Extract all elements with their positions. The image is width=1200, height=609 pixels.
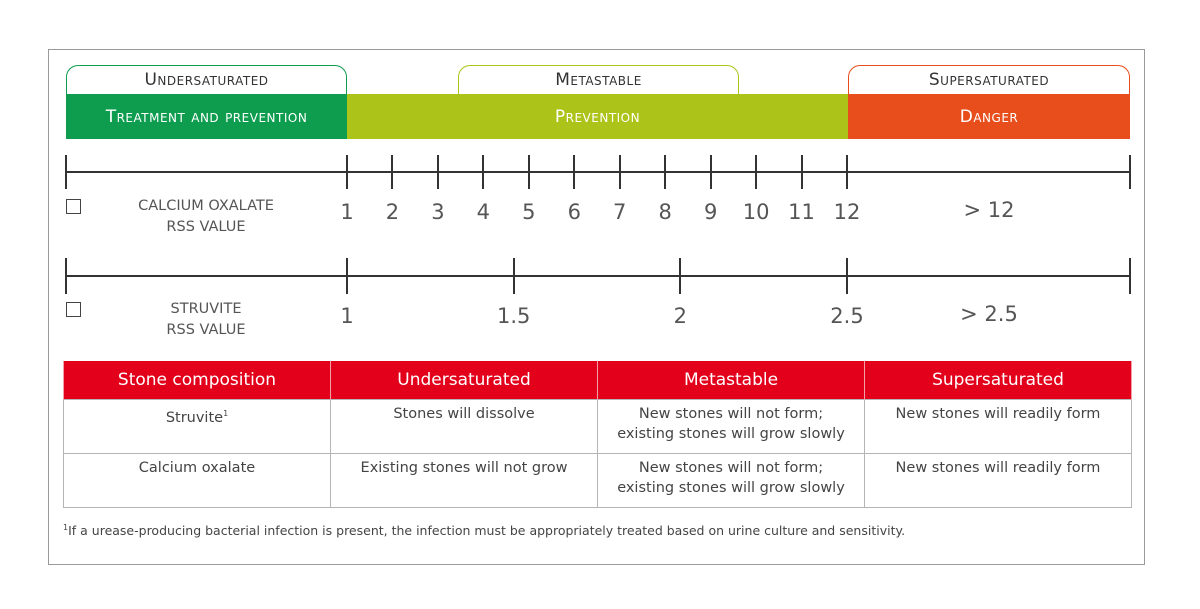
calcium-scale-start-tick xyxy=(65,155,67,189)
calcium-scale-tick xyxy=(527,155,530,189)
struvite-scale-end-tick xyxy=(1129,258,1131,294)
zone-tab-metastable: Metastable xyxy=(458,65,739,94)
struvite-scale-tick-label: 1 xyxy=(340,304,354,328)
calcium-scale-tick-label: 6 xyxy=(567,200,581,224)
header-supersaturated: Supersaturated xyxy=(864,361,1132,400)
header-undersaturated: Undersaturated xyxy=(330,361,598,400)
zone-tab-supersaturated: Supersaturated xyxy=(848,65,1130,94)
struvite-beyond-label: > 2.5 xyxy=(960,302,1018,326)
table-row: Calcium oxalate Existing stones will not… xyxy=(63,453,1132,508)
calcium-label-line2: RSS VALUE xyxy=(166,219,246,235)
composition-text: Struvite xyxy=(165,409,224,426)
calcium-scale-tick-label: 8 xyxy=(658,200,672,224)
calcium-scale-tick-label: 7 xyxy=(613,200,627,224)
calcium-scale-tick xyxy=(709,155,712,189)
calcium-scale-tick xyxy=(664,155,667,189)
calcium-scale-tick xyxy=(436,155,439,189)
struvite-scale-tick xyxy=(679,258,682,294)
calcium-scale-tick xyxy=(755,155,758,189)
calcium-scale-tick xyxy=(346,155,348,189)
composition-text: Calcium oxalate xyxy=(138,460,256,476)
zone-tab-undersaturated: Undersaturated xyxy=(66,65,347,94)
calcium-scale-tick xyxy=(391,155,394,189)
cell-undersaturated: Stones will dissolve xyxy=(330,399,598,454)
struvite-scale-axis xyxy=(65,275,1131,277)
calcium-scale-tick-label: 5 xyxy=(522,200,536,224)
calcium-scale-tick-label: 2 xyxy=(385,200,400,224)
struvite-scale-tick-label: 1.5 xyxy=(496,304,531,328)
cell-composition: Calcium oxalate xyxy=(63,453,331,508)
calcium-scale-tick-label: 11 xyxy=(788,200,815,224)
figure-frame xyxy=(48,49,1145,565)
zone-band-undersaturated: Treatment and prevention xyxy=(66,94,347,139)
struvite-scale-tick xyxy=(512,258,515,294)
struvite-scale-tick xyxy=(346,258,348,294)
struvite-scale-tick-label: 2.5 xyxy=(830,304,864,328)
struvite-label-line1: STRUVITE xyxy=(170,301,242,317)
calcium-scale-tick-label: 4 xyxy=(476,200,491,224)
stone-composition-table: Stone composition Undersaturated Metasta… xyxy=(63,361,1132,508)
metastable-line2: existing stones will grow slowly xyxy=(617,426,845,442)
header-stone-composition: Stone composition xyxy=(63,361,331,400)
cell-supersaturated: New stones will readily form xyxy=(864,453,1132,508)
struvite-label-line2: RSS VALUE xyxy=(166,322,246,338)
footnote: 1If a urease-producing bacterial infecti… xyxy=(63,523,905,538)
header-metastable: Metastable xyxy=(597,361,865,400)
struvite-scale-tick xyxy=(846,258,848,294)
struvite-scale-tick-label: 2 xyxy=(673,304,688,328)
calcium-scale-axis xyxy=(65,171,1131,173)
calcium-scale-tick-label: 1 xyxy=(340,200,354,224)
calcium-scale-tick-label: 10 xyxy=(742,200,770,224)
calcium-scale-tick xyxy=(800,155,803,189)
struvite-scale-label: STRUVITE RSS VALUE xyxy=(106,299,306,341)
calcium-scale-tick xyxy=(573,155,576,189)
calcium-label-line1: CALCIUM OXALATE xyxy=(138,198,274,214)
calcium-scale-end-tick xyxy=(1129,155,1131,189)
metastable-line1: New stones will not form; xyxy=(638,460,824,476)
calcium-checkbox[interactable] xyxy=(66,199,81,214)
cell-metastable: New stones will not form; existing stone… xyxy=(597,453,865,508)
metastable-line2: existing stones will grow slowly xyxy=(617,480,845,496)
cell-metastable: New stones will not form; existing stone… xyxy=(597,399,865,454)
calcium-scale-tick-label: 12 xyxy=(833,200,861,224)
calcium-scale-tick-label: 9 xyxy=(703,200,718,224)
struvite-checkbox[interactable] xyxy=(66,302,81,317)
calcium-scale-tick xyxy=(618,155,621,189)
calcium-scale-tick-label: 3 xyxy=(431,200,445,224)
zone-band-supersaturated: Danger xyxy=(848,94,1130,139)
calcium-scale-tick xyxy=(846,155,848,189)
table-header-row: Stone composition Undersaturated Metasta… xyxy=(63,361,1132,400)
cell-undersaturated: Existing stones will not grow xyxy=(330,453,598,508)
struvite-scale-start-tick xyxy=(65,258,67,294)
cell-supersaturated: New stones will readily form xyxy=(864,399,1132,454)
calcium-beyond-label: > 12 xyxy=(963,198,1015,222)
footnote-marker: 1 xyxy=(223,409,229,418)
cell-composition: Struvite1 xyxy=(63,399,331,454)
footnote-marker: 1 xyxy=(63,523,69,532)
calcium-scale-label: CALCIUM OXALATE RSS VALUE xyxy=(106,196,306,238)
zone-band-metastable: Prevention xyxy=(347,94,848,139)
calcium-scale-tick xyxy=(482,155,485,189)
footnote-text: If a urease-producing bacterial infectio… xyxy=(68,523,906,539)
table-row: Struvite1 Stones will dissolve New stone… xyxy=(63,399,1132,454)
metastable-line1: New stones will not form; xyxy=(638,406,824,422)
